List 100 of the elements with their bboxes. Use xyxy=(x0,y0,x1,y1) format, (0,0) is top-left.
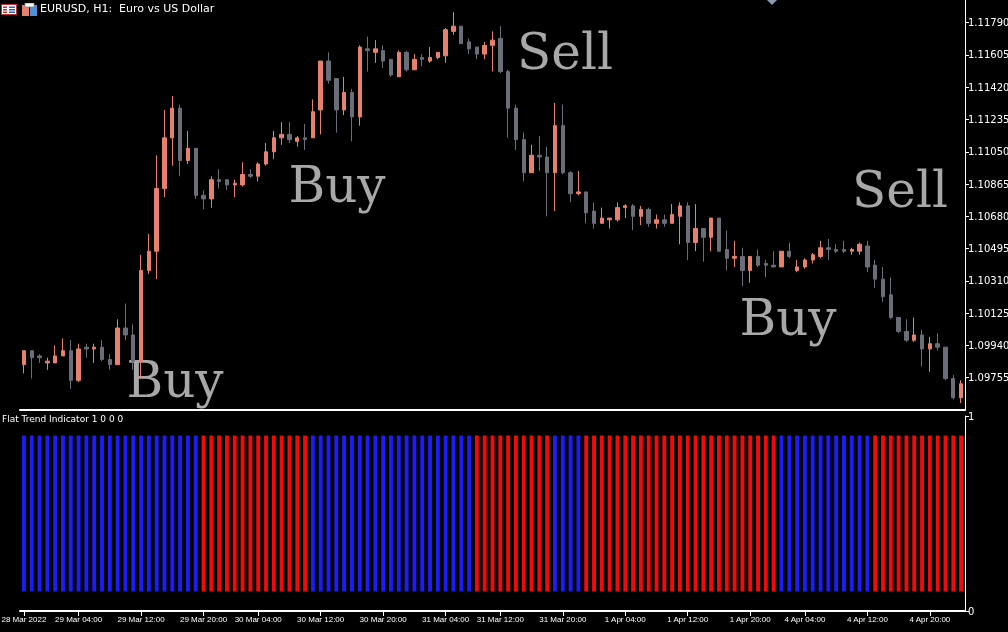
y-tick-label: 1.10680 xyxy=(968,210,1008,222)
candlestick xyxy=(592,201,596,230)
candlestick xyxy=(670,203,674,224)
candlestick xyxy=(545,146,549,217)
candlestick xyxy=(748,255,752,284)
candlestick xyxy=(201,189,206,210)
x-tick-label: 29 Mar 20:00 xyxy=(179,614,228,624)
candlestick xyxy=(92,343,96,364)
candlestick xyxy=(678,201,682,245)
candlestick xyxy=(717,217,721,252)
candlestick xyxy=(170,95,174,167)
candlestick xyxy=(412,53,417,71)
candlestick xyxy=(108,353,112,371)
candlestick xyxy=(53,344,57,364)
candlestick xyxy=(529,144,534,174)
candlestick xyxy=(490,30,495,73)
candlestick xyxy=(178,104,182,177)
x-tick-label: 30 Mar 20:00 xyxy=(359,614,408,624)
y-tick-label: 1.10125 xyxy=(968,307,1008,319)
candlestick xyxy=(326,51,331,85)
candlestick xyxy=(623,203,627,219)
candlestick xyxy=(686,201,690,261)
candlestick xyxy=(256,161,260,182)
candlestick xyxy=(709,217,713,252)
annotation: Sell xyxy=(517,23,613,81)
candlestick xyxy=(662,214,667,228)
candlestick xyxy=(84,343,89,359)
candlestick xyxy=(889,276,893,320)
candlestick xyxy=(928,336,932,373)
candlestick xyxy=(818,240,823,259)
annotation: Sell xyxy=(852,161,948,219)
candlestick xyxy=(771,250,776,268)
candlestick xyxy=(607,217,612,230)
candlestick xyxy=(865,240,870,273)
y-tick-label: 0 xyxy=(968,605,975,617)
candlestick xyxy=(248,168,253,179)
candlestick xyxy=(842,240,846,254)
candlestick xyxy=(764,259,768,278)
x-tick-label: 1 Apr 20:00 xyxy=(729,614,772,624)
y-tick-label: 1.11050 xyxy=(968,146,1008,158)
candlestick xyxy=(397,50,401,78)
candlestick xyxy=(646,207,651,228)
candlestick xyxy=(209,175,214,209)
y-tick-label: 1.09755 xyxy=(968,372,1008,384)
candlestick xyxy=(373,39,378,64)
candlestick xyxy=(443,27,448,64)
chart-title: EURUSD, H1: Euro vs US Dollar xyxy=(40,2,215,15)
x-tick-label: 31 Mar 04:00 xyxy=(422,614,470,624)
candlestick xyxy=(115,318,120,366)
candlestick xyxy=(600,207,604,224)
candlestick xyxy=(873,259,877,289)
candlestick xyxy=(287,121,292,144)
x-tick-label: 29 Mar 04:00 xyxy=(55,614,103,624)
candlestick xyxy=(482,41,487,60)
candlestick xyxy=(162,109,167,198)
candlestick xyxy=(920,329,924,367)
candlestick xyxy=(553,102,557,212)
candlestick xyxy=(756,248,760,268)
candlestick xyxy=(803,257,807,270)
candlestick xyxy=(311,98,315,139)
candlestick xyxy=(37,353,42,364)
candlestick xyxy=(365,36,370,73)
candlestick xyxy=(225,179,229,191)
candlestick xyxy=(896,317,901,334)
candlestick xyxy=(389,58,393,78)
candlestick xyxy=(100,339,104,362)
candlestick xyxy=(850,247,854,256)
x-tick-label: 30 Mar 12:00 xyxy=(297,614,345,624)
candlestick xyxy=(779,250,784,268)
candlestick xyxy=(935,332,940,352)
candlestick xyxy=(45,357,50,371)
candlestick xyxy=(279,121,284,146)
candlestick xyxy=(498,25,503,74)
candlestick xyxy=(240,161,245,188)
x-tick-label: 28 Mar 2022 xyxy=(1,614,47,624)
x-tick-label: 29 Mar 12:00 xyxy=(117,614,166,624)
y-tick-label: 1.11420 xyxy=(968,81,1008,93)
candlestick xyxy=(787,242,791,259)
candlestick xyxy=(912,317,916,343)
candlestick xyxy=(295,135,299,148)
candlestick xyxy=(506,69,510,139)
candlestick xyxy=(334,78,339,134)
candlestick xyxy=(615,201,620,223)
x-tick-label: 4 Apr 04:00 xyxy=(784,614,826,624)
candlestick xyxy=(194,147,198,200)
y-tick-label: 1.11605 xyxy=(968,49,1008,61)
y-tick-label: 1.10310 xyxy=(968,275,1008,287)
candlestick xyxy=(264,142,268,167)
candlestick xyxy=(568,170,573,203)
candlestick xyxy=(811,252,815,264)
candlestick xyxy=(654,214,659,230)
candlestick xyxy=(795,259,799,273)
x-tick-label: 1 Apr 12:00 xyxy=(667,614,709,624)
candlestick xyxy=(404,50,409,73)
x-tick-label: 4 Apr 20:00 xyxy=(909,614,951,624)
candlestick xyxy=(537,135,542,172)
candlestick xyxy=(904,318,909,343)
candlestick xyxy=(30,350,34,380)
y-tick-label: 1 xyxy=(968,410,975,422)
candlestick xyxy=(123,303,128,341)
